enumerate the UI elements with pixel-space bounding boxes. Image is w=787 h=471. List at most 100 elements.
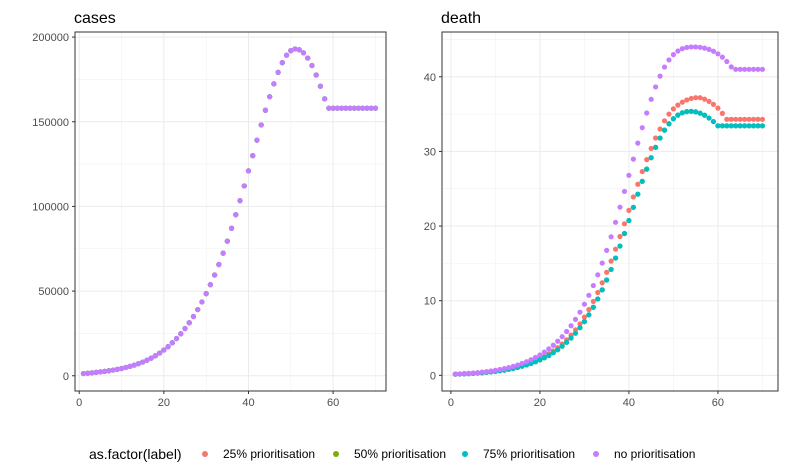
point-cases-no-prioritisation xyxy=(326,105,332,111)
point-cases-no-prioritisation xyxy=(178,331,184,337)
point-death-25-prioritisation xyxy=(595,289,601,296)
point-death-25-prioritisation xyxy=(653,135,659,141)
point-death-25-prioritisation xyxy=(675,102,681,108)
point-cases-no-prioritisation xyxy=(283,52,290,58)
point-cases-no-prioritisation xyxy=(182,325,188,332)
point-death-no-prioritisation xyxy=(559,334,565,340)
point-cases-no-prioritisation xyxy=(330,105,336,111)
point-death-75-prioritisation xyxy=(555,347,561,353)
point-death-no-prioritisation xyxy=(550,342,556,348)
y-tick-label: 50000 xyxy=(38,286,69,298)
point-death-25-prioritisation xyxy=(697,95,703,101)
point-death-no-prioritisation xyxy=(701,45,708,51)
point-death-no-prioritisation xyxy=(488,368,494,374)
point-death-75-prioritisation xyxy=(737,123,743,129)
point-death-25-prioritisation xyxy=(684,97,690,103)
point-death-75-prioritisation xyxy=(581,318,588,325)
point-death-25-prioritisation xyxy=(599,280,605,286)
point-death-75-prioritisation xyxy=(537,357,543,363)
point-cases-no-prioritisation xyxy=(165,344,171,350)
point-death-no-prioritisation xyxy=(661,64,668,70)
panel-title-death: death xyxy=(441,10,481,27)
point-death-25-prioritisation xyxy=(750,116,757,122)
point-cases-no-prioritisation xyxy=(288,48,294,54)
point-death-75-prioritisation xyxy=(666,121,672,127)
point-death-25-prioritisation xyxy=(604,269,610,275)
legend-key-50 xyxy=(333,451,339,457)
point-death-75-prioritisation xyxy=(612,255,619,261)
point-death-no-prioritisation xyxy=(670,52,677,58)
point-death-25-prioritisation xyxy=(755,116,761,122)
x-tick-label: 60 xyxy=(712,397,724,409)
point-cases-no-prioritisation xyxy=(262,107,269,113)
x-axis-death: 0 20 40 60 xyxy=(448,391,724,409)
point-death-75-prioritisation xyxy=(728,123,734,129)
plot-frame-death xyxy=(441,31,779,392)
y-axis-cases: 0 50000 100000 150000 200000 xyxy=(32,32,75,383)
point-death-no-prioritisation xyxy=(693,44,699,50)
point-death-75-prioritisation xyxy=(604,277,610,283)
y-tick-label: 40 xyxy=(424,72,436,84)
point-death-no-prioritisation xyxy=(759,66,766,72)
point-death-no-prioritisation xyxy=(715,51,721,57)
point-death-no-prioritisation xyxy=(586,292,592,298)
point-death-75-prioritisation xyxy=(564,339,570,345)
point-death-75-prioritisation xyxy=(750,123,757,129)
point-cases-no-prioritisation xyxy=(207,282,214,288)
point-cases-no-prioritisation xyxy=(368,105,374,111)
legend-label-50: 50% prioritisation xyxy=(354,447,446,461)
point-cases-no-prioritisation xyxy=(258,122,264,128)
point-death-25-prioritisation xyxy=(688,95,694,102)
point-death-25-prioritisation xyxy=(724,116,730,122)
point-cases-no-prioritisation xyxy=(157,350,163,356)
point-death-no-prioritisation xyxy=(457,371,463,377)
point-death-75-prioritisation xyxy=(653,144,659,150)
point-cases-no-prioritisation xyxy=(309,62,315,69)
x-tick-label: 0 xyxy=(76,397,82,409)
point-death-75-prioritisation xyxy=(568,335,574,341)
point-death-25-prioritisation xyxy=(679,99,685,105)
point-cases-no-prioritisation xyxy=(271,81,277,87)
panel-title-cases: cases xyxy=(74,10,116,27)
point-death-no-prioritisation xyxy=(746,66,752,72)
point-death-25-prioritisation xyxy=(670,106,677,112)
point-death-25-prioritisation xyxy=(715,105,721,111)
y-tick-label: 0 xyxy=(430,370,436,382)
legend-item-50: 50% prioritisation xyxy=(333,447,446,461)
point-death-25-prioritisation xyxy=(577,321,583,327)
point-death-25-prioritisation xyxy=(586,307,592,313)
grid-death xyxy=(442,32,778,391)
point-death-75-prioritisation xyxy=(586,312,592,318)
x-tick-label: 20 xyxy=(534,397,546,409)
point-death-no-prioritisation xyxy=(679,46,685,52)
point-death-no-prioritisation xyxy=(568,323,574,329)
legend-key-none xyxy=(593,451,599,457)
point-cases-no-prioritisation xyxy=(127,363,133,369)
y-tick-label: 10 xyxy=(424,296,436,308)
point-death-75-prioritisation xyxy=(701,112,708,118)
point-death-75-prioritisation xyxy=(697,110,703,116)
point-death-no-prioritisation xyxy=(666,57,672,63)
point-cases-no-prioritisation xyxy=(224,238,230,244)
plot-frame-cases xyxy=(74,31,387,392)
point-death-75-prioritisation xyxy=(688,108,694,114)
point-death-75-prioritisation xyxy=(550,350,556,356)
point-cases-no-prioritisation xyxy=(169,340,175,346)
point-cases-no-prioritisation xyxy=(216,261,222,268)
point-death-25-prioritisation xyxy=(728,116,734,122)
point-death-no-prioritisation xyxy=(555,338,561,344)
point-cases-no-prioritisation xyxy=(355,105,362,111)
point-death-25-prioritisation xyxy=(719,110,725,116)
point-death-no-prioritisation xyxy=(461,370,467,377)
point-death-75-prioritisation xyxy=(617,243,623,249)
point-death-no-prioritisation xyxy=(608,234,614,240)
legend-label-25: 25% prioritisation xyxy=(223,447,315,461)
point-death-no-prioritisation xyxy=(466,370,472,376)
y-axis-death: 0 10 20 30 40 xyxy=(424,72,442,382)
point-death-no-prioritisation xyxy=(706,46,712,52)
x-axis-cases: 0 20 40 60 xyxy=(76,391,339,409)
point-death-no-prioritisation xyxy=(519,360,525,367)
point-cases-no-prioritisation xyxy=(148,355,154,361)
points-cases xyxy=(80,46,379,377)
y-tick-label: 20 xyxy=(424,221,436,233)
